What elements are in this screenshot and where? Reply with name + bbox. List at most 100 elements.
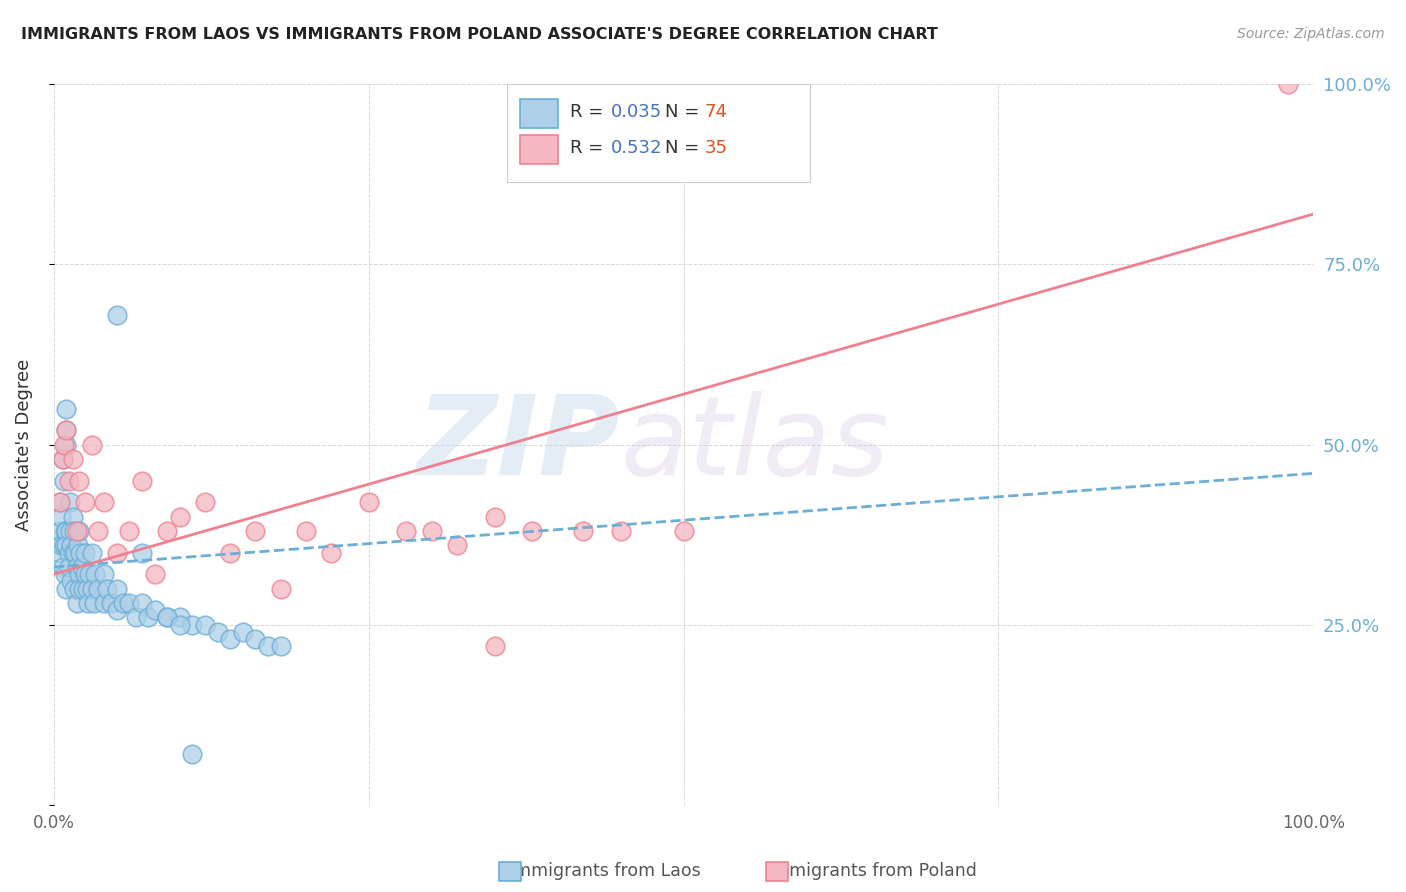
FancyBboxPatch shape bbox=[508, 85, 810, 182]
Point bbox=[51, 538, 73, 552]
Point bbox=[194, 617, 217, 632]
Point bbox=[55, 524, 77, 538]
Point bbox=[80, 437, 103, 451]
Point bbox=[84, 567, 107, 582]
Point bbox=[49, 495, 72, 509]
Point bbox=[100, 596, 122, 610]
Point bbox=[156, 610, 179, 624]
Point bbox=[207, 624, 229, 639]
Point bbox=[125, 610, 148, 624]
Point bbox=[58, 546, 80, 560]
Point bbox=[49, 524, 72, 538]
Point bbox=[52, 560, 75, 574]
Point bbox=[219, 632, 242, 646]
Text: 0.532: 0.532 bbox=[610, 139, 662, 157]
Point bbox=[65, 560, 87, 574]
Point bbox=[96, 582, 118, 596]
Text: atlas: atlas bbox=[620, 391, 889, 498]
Point bbox=[395, 524, 418, 538]
Point bbox=[53, 524, 76, 538]
Point bbox=[93, 596, 115, 610]
Point bbox=[232, 624, 254, 639]
Text: 74: 74 bbox=[704, 103, 728, 120]
Point bbox=[522, 524, 544, 538]
Point bbox=[143, 603, 166, 617]
Point bbox=[53, 567, 76, 582]
Point bbox=[83, 596, 105, 610]
Text: 0.035: 0.035 bbox=[610, 103, 662, 120]
Point bbox=[1277, 78, 1299, 92]
Text: Immigrants from Poland: Immigrants from Poland bbox=[766, 863, 977, 880]
Point bbox=[294, 524, 316, 538]
Point bbox=[55, 538, 77, 552]
Point bbox=[131, 474, 153, 488]
Point bbox=[118, 596, 141, 610]
Point bbox=[319, 546, 342, 560]
Point bbox=[52, 452, 75, 467]
Point bbox=[357, 495, 380, 509]
Point bbox=[672, 524, 695, 538]
Point bbox=[245, 524, 267, 538]
Point bbox=[169, 509, 191, 524]
Point bbox=[446, 538, 468, 552]
Point bbox=[51, 509, 73, 524]
Point bbox=[58, 474, 80, 488]
Point bbox=[75, 546, 97, 560]
Point bbox=[76, 582, 98, 596]
Point bbox=[75, 567, 97, 582]
Point bbox=[219, 546, 242, 560]
Point bbox=[67, 474, 90, 488]
Point bbox=[118, 524, 141, 538]
Text: N =: N = bbox=[665, 139, 704, 157]
Point bbox=[72, 582, 94, 596]
Point bbox=[105, 582, 128, 596]
Point bbox=[60, 538, 83, 552]
Text: Source: ZipAtlas.com: Source: ZipAtlas.com bbox=[1237, 27, 1385, 41]
Point bbox=[65, 596, 87, 610]
Point bbox=[59, 524, 82, 538]
Text: Immigrants from Laos: Immigrants from Laos bbox=[509, 863, 700, 880]
Point bbox=[55, 437, 77, 451]
Point bbox=[609, 524, 631, 538]
FancyBboxPatch shape bbox=[520, 99, 558, 128]
Point bbox=[62, 509, 84, 524]
Point bbox=[270, 582, 292, 596]
Point bbox=[76, 596, 98, 610]
Point bbox=[484, 509, 506, 524]
Point bbox=[52, 437, 75, 451]
Point bbox=[112, 596, 135, 610]
Y-axis label: Associate's Degree: Associate's Degree bbox=[15, 359, 32, 531]
Point bbox=[66, 538, 89, 552]
Point bbox=[70, 560, 93, 574]
Point bbox=[420, 524, 443, 538]
Text: 35: 35 bbox=[704, 139, 728, 157]
Point bbox=[93, 567, 115, 582]
Point bbox=[105, 603, 128, 617]
Point bbox=[62, 452, 84, 467]
Point bbox=[52, 538, 75, 552]
Point bbox=[484, 639, 506, 653]
Text: N =: N = bbox=[665, 103, 704, 120]
Point bbox=[62, 546, 84, 560]
Point bbox=[131, 596, 153, 610]
Point bbox=[55, 401, 77, 416]
Point bbox=[67, 582, 90, 596]
Point bbox=[65, 546, 87, 560]
Point bbox=[194, 495, 217, 509]
Point bbox=[181, 747, 204, 762]
Point bbox=[105, 546, 128, 560]
Point bbox=[169, 610, 191, 624]
Point bbox=[156, 524, 179, 538]
Point bbox=[63, 524, 86, 538]
Point bbox=[93, 495, 115, 509]
Point bbox=[270, 639, 292, 653]
Point bbox=[63, 582, 86, 596]
Text: ZIP: ZIP bbox=[418, 391, 620, 498]
Point bbox=[69, 546, 91, 560]
Point bbox=[181, 617, 204, 632]
Point bbox=[67, 567, 90, 582]
Point bbox=[87, 582, 110, 596]
Text: IMMIGRANTS FROM LAOS VS IMMIGRANTS FROM POLAND ASSOCIATE'S DEGREE CORRELATION CH: IMMIGRANTS FROM LAOS VS IMMIGRANTS FROM … bbox=[21, 27, 938, 42]
Point bbox=[80, 582, 103, 596]
Point bbox=[105, 308, 128, 322]
